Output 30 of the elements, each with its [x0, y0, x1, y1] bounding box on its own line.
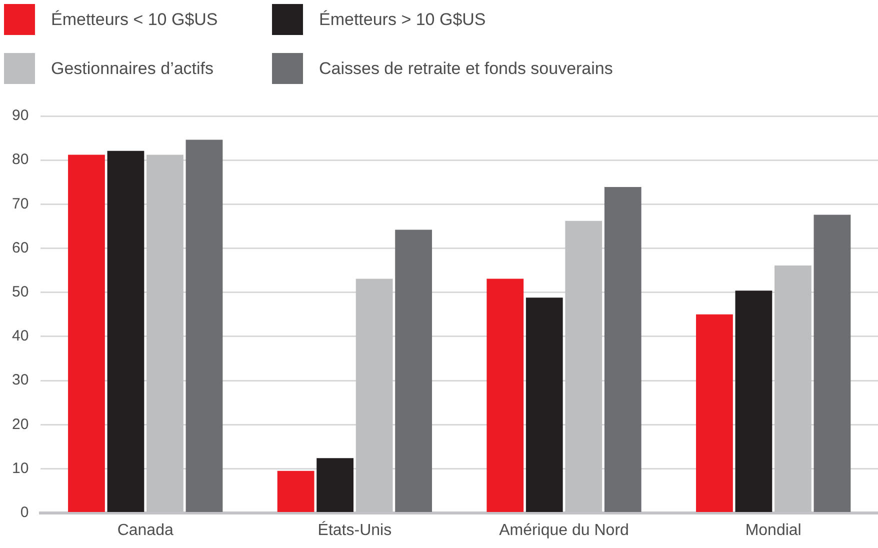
bar [526, 298, 563, 512]
bar [186, 140, 223, 512]
y-tick-label: 50 [12, 283, 29, 300]
bar [68, 154, 105, 512]
bar [395, 230, 432, 512]
y-tick-label: 0 [20, 504, 29, 521]
bar [696, 314, 733, 512]
bar [735, 290, 772, 512]
x-tick-label: Amérique du Nord [499, 522, 629, 539]
y-tick-label: 40 [12, 328, 29, 345]
legend-label: Caisses de retraite et fonds souverains [319, 58, 613, 78]
bar [316, 458, 354, 512]
x-tick-label: Mondial [745, 522, 802, 539]
bar [814, 214, 851, 512]
legend-label: Émetteurs < 10 G$US [51, 10, 218, 30]
x-tick-label: États-Unis [318, 520, 392, 539]
bar [604, 186, 642, 512]
y-tick-label: 90 [12, 107, 29, 124]
bar [277, 470, 314, 512]
y-tick-label: 70 [12, 195, 29, 212]
y-tick-label: 60 [12, 239, 29, 256]
bar [107, 150, 144, 512]
legend-label: Gestionnaires d’actifs [51, 58, 214, 78]
y-tick-label: 80 [12, 151, 29, 168]
y-tick-label: 30 [12, 372, 29, 389]
bar [486, 278, 524, 512]
y-tick-label: 10 [12, 460, 29, 477]
legend-label: Émetteurs > 10 G$US [319, 10, 486, 30]
y-tick-label: 20 [12, 416, 29, 433]
x-tick-label: Canada [117, 522, 174, 539]
